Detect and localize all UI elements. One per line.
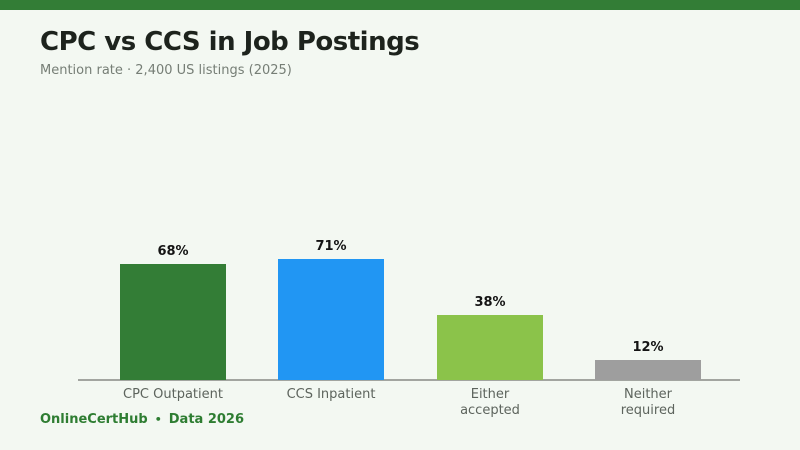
category-label-either-accepted: Either accepted bbox=[460, 387, 520, 418]
footer: OnlineCertHub • Data 2026 bbox=[40, 412, 244, 427]
chart-title: CPC vs CCS in Job Postings bbox=[40, 27, 420, 57]
x-axis-line bbox=[78, 379, 740, 381]
bar-either-accepted bbox=[437, 315, 543, 380]
footer-bullet-separator: • bbox=[154, 413, 162, 426]
value-label-either-accepted: 38% bbox=[474, 295, 506, 310]
category-label-ccs-inpatient: CCS Inpatient bbox=[286, 387, 376, 402]
value-label-cpc-outpatient: 68% bbox=[157, 244, 189, 259]
value-label-neither-required: 12% bbox=[632, 340, 664, 355]
chart-subtitle: Mention rate · 2,400 US listings (2025) bbox=[40, 63, 292, 78]
category-label-neither-required: Neither required bbox=[620, 387, 676, 418]
bar-cpc-outpatient bbox=[120, 264, 226, 380]
footer-brand: OnlineCertHub bbox=[40, 412, 148, 427]
bar-neither-required bbox=[595, 360, 701, 380]
top-accent-band bbox=[0, 0, 800, 10]
bar-ccs-inpatient bbox=[278, 259, 384, 380]
footer-note: Data 2026 bbox=[168, 412, 245, 427]
value-label-ccs-inpatient: 71% bbox=[315, 239, 347, 254]
category-label-cpc-outpatient: CPC Outpatient bbox=[123, 387, 223, 402]
